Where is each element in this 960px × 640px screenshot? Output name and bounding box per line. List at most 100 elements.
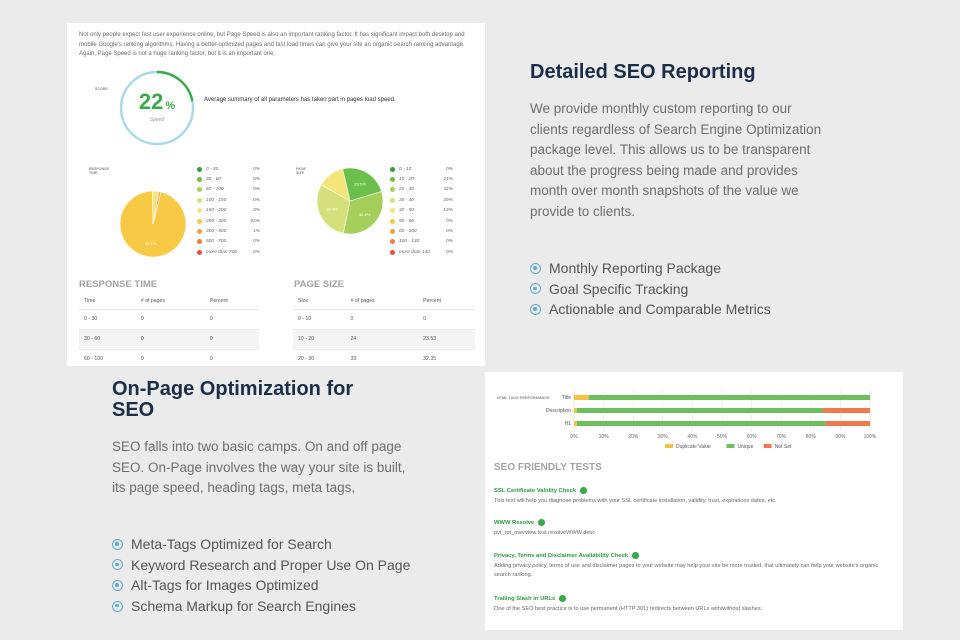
y-category-label: Description: [546, 408, 571, 414]
table-cell: 30 - 60: [79, 329, 136, 350]
pass-status-icon: [632, 552, 639, 559]
legend-value: 3%: [253, 208, 260, 214]
legend-row: 0 - 30 0%: [197, 164, 260, 174]
table-cell: 20 - 30: [293, 349, 346, 366]
table-cell: 0 - 10: [293, 309, 346, 330]
table-cell: 0: [204, 329, 259, 350]
table-cell: 0: [135, 349, 205, 366]
legend-dot: [390, 218, 395, 224]
pass-status-icon: [559, 595, 566, 602]
page-size-table: Size # of pages Percent 0 - 10 0 0 10 - 20 24 23…: [293, 293, 475, 366]
table-row: 0 - 30 0 0: [79, 309, 259, 330]
table-header-cell: Time: [79, 293, 136, 310]
y-category-label: H1: [565, 421, 572, 427]
test-item-trailing-slash: Trailing Slash in URLs One of the SEO be…: [494, 595, 763, 612]
legend-value: 0%: [253, 249, 260, 255]
legend-row: 50 - 60 0%: [390, 216, 453, 226]
seo-report-image: Not only people expect fast user experie…: [67, 23, 485, 366]
y-category-label: Title: [562, 395, 571, 401]
table-cell: 24: [345, 329, 419, 350]
legend-dot: [390, 208, 395, 214]
list-item: Actionable and Comparable Metrics: [530, 299, 771, 320]
list-item: Goal Specific Tracking: [530, 279, 771, 300]
page-size-pie: 23.5% 32.4% 29.4%: [316, 167, 384, 235]
legend-label: 60 - 100: [399, 229, 417, 235]
speed-score-value: 22%: [138, 89, 176, 114]
bar-segment: [574, 395, 589, 400]
legend-label: Unique: [738, 444, 754, 450]
legend-value: 0%: [253, 177, 260, 183]
legend-row: 30 - 60 0%: [197, 174, 260, 184]
list-item: Alt-Tags for Images Optimized: [112, 575, 410, 596]
table-row: 60 - 100 0 0: [79, 349, 259, 366]
legend-row: 60 - 100 0%: [390, 226, 453, 236]
legend-row: 30 - 40 29%: [390, 195, 453, 205]
test-item-www-resolve: WWW Resolve pvt_rpt_overview.test.resolv…: [494, 519, 596, 536]
pie-slice: [152, 191, 162, 225]
x-tick-label: 60%: [747, 434, 758, 440]
page-size-side-label: Page size: [296, 167, 306, 176]
legend-row: 40 - 50 13%: [390, 206, 453, 216]
legend-label: 20 - 30: [399, 187, 414, 193]
average-summary-text: Average summary of all parameters has ta…: [204, 97, 396, 103]
pie-slice: [342, 191, 384, 235]
table-cell: 10 - 20: [293, 329, 346, 350]
pie-slice-label: 32.4%: [359, 212, 371, 217]
legend-label: 300 - 500: [206, 229, 227, 235]
legend-dot: [390, 239, 395, 245]
table-cell: 0 - 30: [79, 309, 136, 330]
pie-slice-label: 92.1%: [145, 241, 157, 246]
table-row: 20 - 30 33 32.35: [293, 349, 475, 366]
pass-status-icon: [580, 487, 587, 494]
table-cell: 33: [345, 349, 419, 366]
bullet-circle-icon: [530, 262, 541, 274]
legend-row: 500 - 700 0%: [197, 237, 260, 247]
table-cell: 0: [418, 309, 475, 330]
legend-label: 30 - 60: [206, 177, 221, 183]
legend-dot: [197, 249, 202, 255]
page-size-legend: 0 - 10 0% 10 - 20 24% 20 - 30 32% 30 - 40 29% 40…: [390, 164, 453, 258]
score-side-label: Score: [95, 87, 108, 91]
bar-segment: [576, 421, 826, 426]
gauge-progress-arc: [156, 70, 194, 102]
legend-label: 0 - 30: [206, 166, 219, 172]
legend-label: 100 - 150: [206, 197, 227, 203]
legend-dot: [390, 166, 395, 172]
legend-row: 100 - 150 0%: [197, 195, 260, 205]
legend-label: 100 - 130: [399, 239, 420, 245]
legend-dot: [390, 197, 395, 203]
bullet-circle-icon: [112, 600, 123, 612]
onpage-paragraph: SEO falls into two basic camps. On and o…: [112, 439, 406, 496]
pie-slice: [320, 168, 351, 202]
bullet-circle-icon: [530, 283, 541, 295]
seo-reporting-heading: Detailed SEO Reporting: [530, 61, 756, 83]
legend-label: 40 - 50: [399, 208, 414, 214]
x-tick-label: 40%: [687, 434, 698, 440]
legend-label: Not Set: [775, 444, 792, 450]
legend-value: 0%: [446, 218, 453, 224]
legend-dot: [197, 218, 202, 224]
list-item: Keyword Research and Proper Use On Page: [112, 555, 410, 576]
legend-label: 50 - 60: [399, 218, 414, 224]
x-tick-label: 20%: [628, 434, 639, 440]
legend-value: 1%: [253, 229, 260, 235]
legend-label: 500 - 700: [206, 239, 227, 245]
onpage-bullets: Meta-Tags Optimized for Search Keyword R…: [112, 534, 410, 616]
legend-label: 0 - 10: [399, 166, 412, 172]
legend-value: 0%: [253, 166, 260, 172]
legend-dot: [197, 208, 202, 214]
seo-reporting-paragraph: We provide monthly custom reporting to o…: [530, 101, 822, 219]
legend-value: 13%: [443, 208, 453, 214]
speed-score-gauge: 22% Speed: [117, 68, 197, 148]
legend-row: more than 130 0%: [390, 247, 453, 257]
pie-slice-label: 23.5%: [354, 181, 366, 186]
speed-score-caption: Speed: [149, 117, 165, 123]
bullet-circle-icon: [112, 538, 123, 550]
legend-dot: [197, 197, 202, 203]
table-cell: 0: [345, 309, 419, 330]
table-cell: 0: [135, 309, 205, 330]
legend-label: more than 130: [399, 249, 430, 255]
legend-value: 0%: [253, 239, 260, 245]
legend-swatch: [665, 444, 673, 448]
legend-label: 200 - 300: [206, 218, 227, 224]
